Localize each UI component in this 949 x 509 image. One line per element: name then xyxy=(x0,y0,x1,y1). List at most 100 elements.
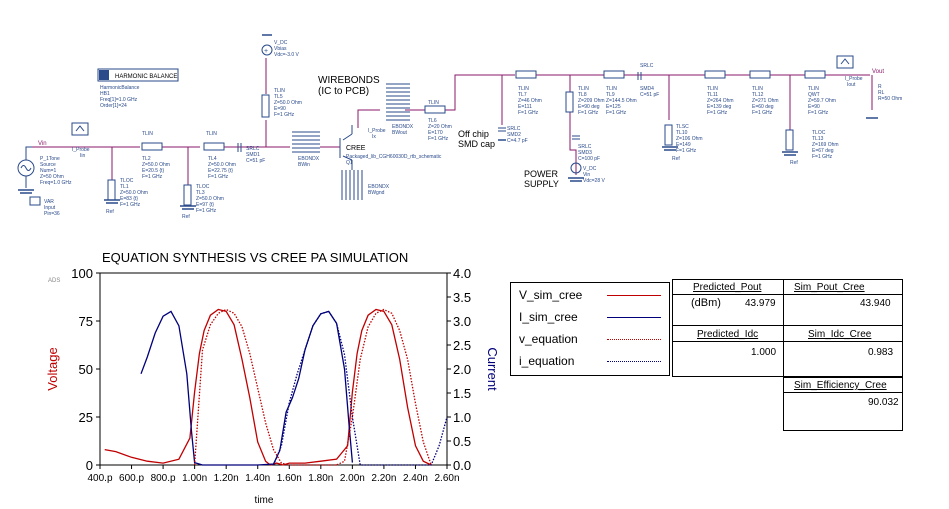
svg-text:R=50 Ohm: R=50 Ohm xyxy=(878,96,902,102)
wirebonds-title: WIREBONDS xyxy=(318,75,380,86)
x-tick-label: 600.p xyxy=(119,473,144,484)
legend-line-i-equation xyxy=(607,361,661,362)
p-1tone-source xyxy=(17,146,35,188)
schematic-canvas[interactable]: + HARMONIC BALANCE HarmonicBalance HB1 F… xyxy=(0,0,949,240)
svg-text:Z=209 Ohm: Z=209 Ohm xyxy=(578,98,605,104)
cree-transistor[interactable] xyxy=(339,125,353,170)
table-sim-efficiency-cree: Sim_Efficiency_Cree 90.032 xyxy=(783,377,903,431)
table-sim-pout-cree: Sim_Pout_Cree 43.940 xyxy=(783,279,903,327)
chart-title: EQUATION SYNTHESIS VS CREE PA SIMULATION xyxy=(102,250,408,265)
wirebond-bundles xyxy=(292,83,410,200)
svg-text:SRLC: SRLC xyxy=(578,144,592,150)
x-tick-label: 1.60n xyxy=(277,473,302,484)
svg-text:E=90: E=90 xyxy=(808,104,820,110)
tloc3-element xyxy=(183,184,192,206)
table-predicted-idc: Predicted_Idc 1.000 xyxy=(672,325,784,377)
y2-axis-ticks: 0.0 0.5 1.0 1.5 2.0 2.5 3.0 3.5 4.0 xyxy=(447,266,471,473)
svg-text:Z=50 Ohm: Z=50 Ohm xyxy=(40,174,64,180)
svg-text:E=170: E=170 xyxy=(428,130,443,136)
svg-text:F=1 GHz: F=1 GHz xyxy=(142,174,163,180)
x-axis-label: time xyxy=(255,495,274,506)
svg-text:Ref: Ref xyxy=(672,156,680,162)
y2-tick-label: 3.5 xyxy=(453,290,471,305)
svg-text:Ref: Ref xyxy=(182,214,190,220)
svg-text:E=60 deg: E=60 deg xyxy=(752,104,774,110)
svg-text:Iin: Iin xyxy=(80,153,86,159)
predicted-pout-unit: (dBm) xyxy=(691,297,721,309)
svg-text:BWin: BWin xyxy=(298,162,310,168)
tlin4-element xyxy=(203,142,225,151)
y2-tick-label: 1.5 xyxy=(453,386,471,401)
svg-text:EBONDX: EBONDX xyxy=(298,156,320,162)
svg-text:E=90: E=90 xyxy=(274,106,286,112)
var-line-2: Pin=36 xyxy=(44,211,60,217)
y2-tick-label: 3.0 xyxy=(453,314,471,329)
var-block[interactable]: VAR Input Pin=36 xyxy=(29,196,60,217)
tloc1-element xyxy=(107,179,116,201)
legend-label-i-sim-cree: I_sim_cree xyxy=(519,310,578,324)
power-supply-title: POWER xyxy=(524,169,559,179)
svg-text:TL1: TL1 xyxy=(120,184,129,190)
legend-label-v-sim-cree: V_sim_cree xyxy=(519,288,583,302)
svg-text:Vbias: Vbias xyxy=(274,46,287,52)
chart-legend: V_sim_cree I_sim_cree v_equation i_equat… xyxy=(510,282,670,376)
sim-idc-cree-value: 0.983 xyxy=(868,347,894,358)
power-supply-subtitle: SUPPLY xyxy=(524,179,559,189)
svg-text:Z=264 Ohm: Z=264 Ohm xyxy=(707,98,734,104)
svg-text:TLIN: TLIN xyxy=(606,86,617,92)
tlsc10-element xyxy=(664,124,673,146)
svg-text:Z=50.0 Ohm: Z=50.0 Ohm xyxy=(120,190,148,196)
svg-text:R: R xyxy=(878,84,882,90)
x-tick-label: 2.40n xyxy=(403,473,428,484)
svg-text:RL: RL xyxy=(878,90,885,96)
y-tick-label: 75 xyxy=(79,314,93,329)
y-tick-label: 0 xyxy=(86,458,93,473)
svg-text:TL11: TL11 xyxy=(707,92,718,98)
vdc-bias-source: + xyxy=(261,44,273,56)
svg-text:I_Probe: I_Probe xyxy=(72,147,90,153)
probe-icons xyxy=(71,55,854,136)
svg-text:EBONDX: EBONDX xyxy=(368,184,390,190)
svg-text:V_DC: V_DC xyxy=(583,166,597,172)
svg-text:Z=106 Ohm: Z=106 Ohm xyxy=(676,136,703,142)
svg-text:Iout: Iout xyxy=(847,82,856,88)
svg-text:SRLC: SRLC xyxy=(507,126,521,132)
y2-axis-label: Current xyxy=(485,347,500,391)
svg-text:QWT: QWT xyxy=(808,92,820,98)
y2-tick-label: 2.5 xyxy=(453,338,471,353)
svg-text:E=97 {t}: E=97 {t} xyxy=(196,202,214,208)
probe-out-icon xyxy=(836,55,854,69)
probe-in-icon xyxy=(71,122,89,136)
svg-text:TL5: TL5 xyxy=(274,94,283,100)
predicted-idc-header: Predicted_Idc xyxy=(697,329,759,340)
svg-text:TL7: TL7 xyxy=(518,92,527,98)
tlin5-element xyxy=(261,94,270,118)
offchip-subtitle: SMD cap xyxy=(458,139,495,149)
series-i-equation xyxy=(272,310,448,466)
svg-text:SMD3: SMD3 xyxy=(578,150,592,156)
svg-text:TLIN: TLIN xyxy=(428,100,439,106)
x-tick-label: 1.20n xyxy=(214,473,239,484)
vin-label: Vin xyxy=(38,141,47,147)
svg-text:TL4: TL4 xyxy=(208,156,217,162)
svg-text:Z=50.0 Ohm: Z=50.0 Ohm xyxy=(196,196,224,202)
svg-text:F=1 GHz: F=1 GHz xyxy=(676,148,697,154)
svg-text:BWgnd: BWgnd xyxy=(368,190,385,196)
svg-text:E=67 deg: E=67 deg xyxy=(812,148,834,154)
harmonic-balance-block[interactable]: HARMONIC BALANCE HarmonicBalance HB1 Fre… xyxy=(97,68,179,109)
svg-text:SRLC: SRLC xyxy=(640,63,654,69)
y2-tick-label: 2.0 xyxy=(453,362,471,377)
svg-text:C=4.7 pF: C=4.7 pF xyxy=(507,138,528,144)
svg-text:F=1 GHz: F=1 GHz xyxy=(120,202,141,208)
hb-name: HarmonicBalance xyxy=(100,85,140,91)
svg-text:TLIN: TLIN xyxy=(707,86,718,92)
svg-text:F=1 GHz: F=1 GHz xyxy=(752,110,773,116)
y2-tick-label: 0.0 xyxy=(453,458,471,473)
svg-text:TL9: TL9 xyxy=(606,92,615,98)
svg-text:TL12: TL12 xyxy=(752,92,764,98)
svg-text:Z=59.7 Ohm: Z=59.7 Ohm xyxy=(808,98,836,104)
svg-text:F=1 GHz: F=1 GHz xyxy=(208,174,229,180)
vout-label: Vout xyxy=(872,69,884,75)
capacitors xyxy=(237,72,642,152)
svg-text:Freq=1.0 GHz: Freq=1.0 GHz xyxy=(40,180,72,186)
